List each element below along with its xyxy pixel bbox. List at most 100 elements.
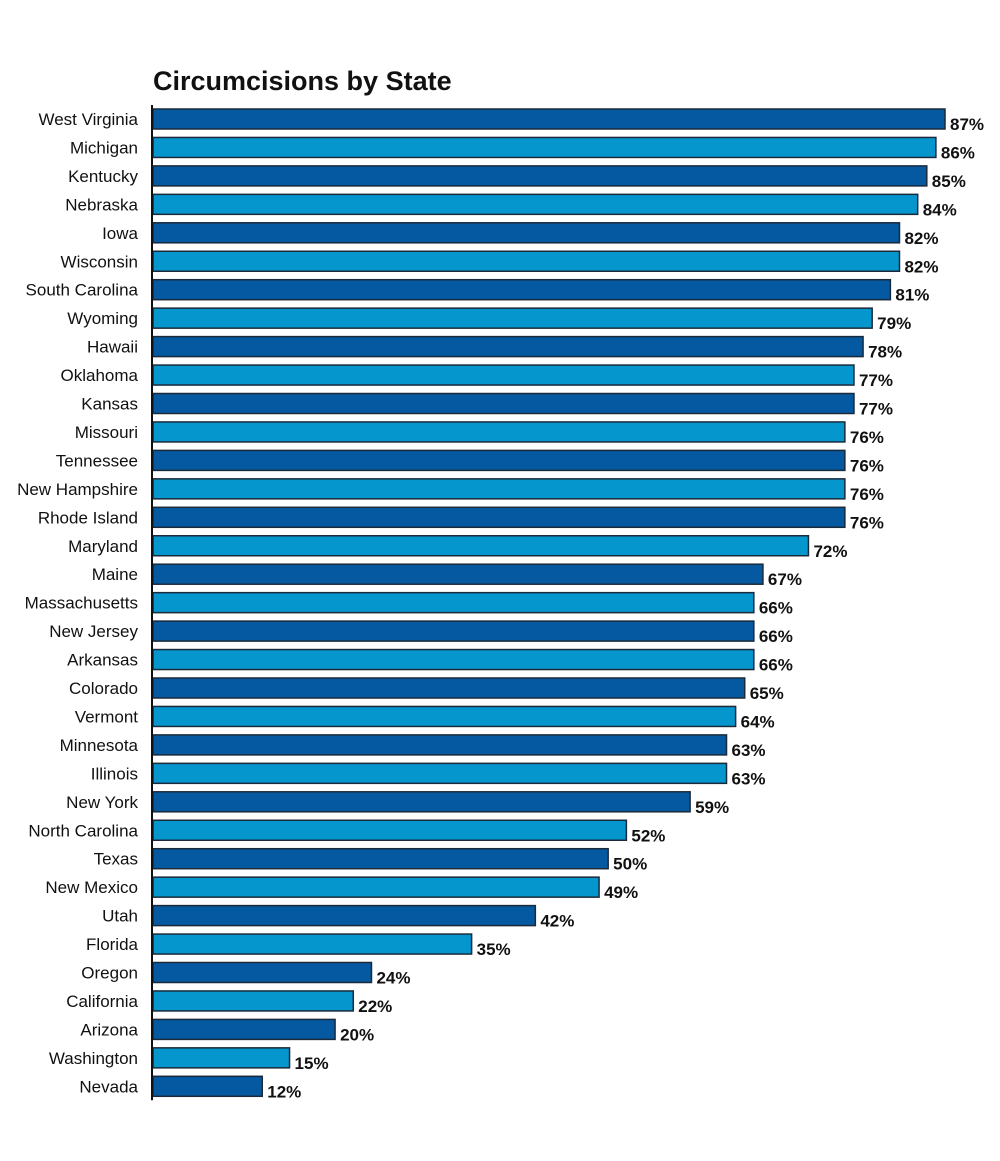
value-label: 22% [358,997,392,1016]
category-label: Florida [86,935,139,954]
bar-minnesota [152,734,728,756]
bar-tennessee [152,449,846,472]
value-label: 84% [923,200,957,219]
category-label: Oklahoma [61,366,139,385]
value-label: 64% [741,712,775,731]
value-label: 49% [604,883,638,902]
category-label: Nevada [79,1077,138,1096]
category-label: Maryland [68,537,138,556]
category-label: California [66,992,138,1011]
bar-vermont [152,705,737,728]
category-label: Oregon [81,964,138,983]
bar-colorado [152,677,746,699]
value-label: 76% [850,428,884,447]
chart-title: Circumcisions by State [153,66,452,96]
category-label: Rhode Island [38,508,138,527]
bar-maine [152,563,764,585]
category-label: Tennessee [56,451,138,470]
bar-kentucky [152,165,928,187]
bar-oregon [152,961,373,984]
value-label: 85% [932,172,966,191]
bar-florida [152,933,473,955]
bar-wyoming [152,307,873,329]
bar-nevada [152,1075,263,1098]
value-label: 77% [859,400,893,419]
value-label: 50% [613,855,647,874]
value-label: 20% [340,1025,374,1044]
value-labels: 87%86%85%84%82%82%81%79%78%77%77%76%76%7… [267,115,984,1101]
bar-massachusetts [152,591,755,614]
category-label: Wisconsin [61,252,138,271]
bar-new-mexico [152,876,600,898]
value-label: 78% [868,343,902,362]
value-label: 66% [759,627,793,646]
category-labels: West Virginia Michigan Kentucky Nebraska Iow… [17,110,138,1096]
category-label: New Jersey [49,622,138,641]
category-label: Utah [102,907,138,926]
value-label: 59% [695,798,729,817]
category-label: Minnesota [60,736,139,755]
category-label: Vermont [75,707,139,726]
value-label: 76% [850,456,884,475]
category-label: Washington [49,1049,138,1068]
bar-nebraska [152,193,919,216]
category-label: Illinois [91,764,138,783]
value-label: 72% [813,542,847,561]
value-label: 65% [750,684,784,703]
value-label: 82% [904,257,938,276]
value-label: 42% [540,912,574,931]
value-label: 81% [895,286,929,305]
category-label: Massachusetts [25,594,138,613]
value-label: 63% [732,769,766,788]
value-label: 63% [732,741,766,760]
bar-kansas [152,392,855,415]
bar-maryland [152,535,810,557]
value-label: 76% [850,513,884,532]
bar-arkansas [152,648,755,671]
category-label: Michigan [70,138,138,157]
category-label: New Hampshire [17,480,138,499]
category-label: West Virginia [38,110,138,129]
bar-iowa [152,222,901,244]
bar-south-carolina [152,278,892,301]
bar-north-carolina [152,819,628,841]
category-label: New York [66,793,138,812]
bar-oklahoma [152,364,855,386]
category-label: Arizona [80,1020,138,1039]
bar-new-hampshire [152,478,846,500]
bar-new-jersey [152,620,755,642]
bar-california [152,990,355,1012]
value-label: 86% [941,143,975,162]
bar-illinois [152,762,728,785]
bar-wisconsin [152,250,901,272]
category-label: Iowa [102,224,138,243]
bar-michigan [152,136,937,159]
category-label: Wyoming [67,309,138,328]
category-label: Maine [92,565,138,584]
bar-rhode-island [152,506,846,529]
category-label: North Carolina [28,821,138,840]
category-label: Missouri [75,423,138,442]
value-label: 66% [759,656,793,675]
category-label: Hawaii [87,338,138,357]
value-label: 76% [850,485,884,504]
bar-hawaii [152,335,864,358]
bars-group [152,108,946,1098]
value-label: 77% [859,371,893,390]
category-label: Texas [94,850,138,869]
bar-west-virginia [152,108,946,130]
bar-new-york [152,791,691,813]
value-label: 67% [768,570,802,589]
value-label: 12% [267,1082,301,1101]
value-label: 24% [376,969,410,988]
category-label: Colorado [69,679,138,698]
bar-missouri [152,421,846,443]
category-label: Arkansas [67,651,138,670]
category-label: Kentucky [68,167,138,186]
category-label: Kansas [81,395,138,414]
category-label: New Mexico [45,878,138,897]
bar-washington [152,1047,291,1069]
category-label: Nebraska [65,195,138,214]
category-label: South Carolina [26,281,139,300]
